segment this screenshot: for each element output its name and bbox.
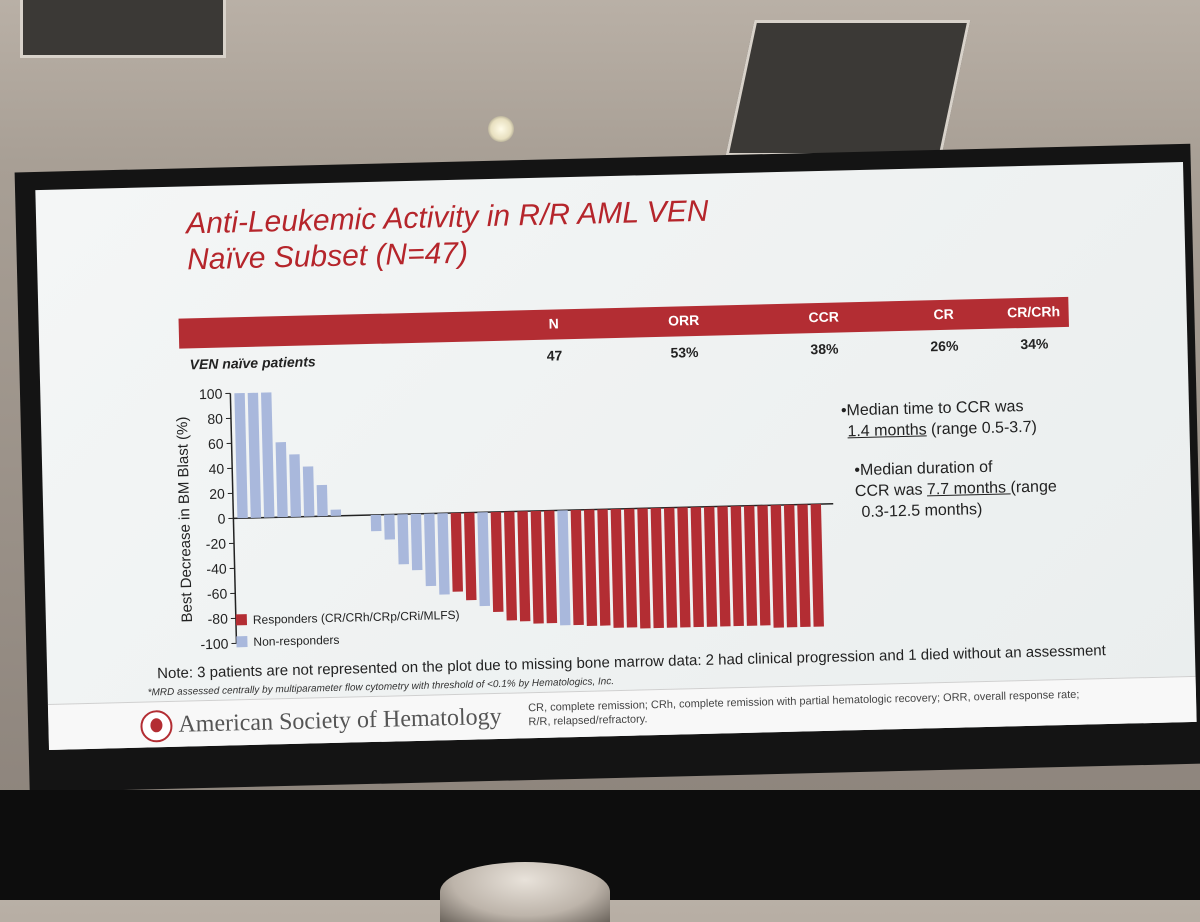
y-tick-label: -80 xyxy=(207,611,228,627)
y-tick-label: 100 xyxy=(199,386,223,403)
bar-responder xyxy=(797,504,810,627)
y-tick-label: -40 xyxy=(206,561,227,577)
ash-logo-icon xyxy=(140,710,173,743)
bar-responder xyxy=(744,506,757,626)
bar-responder xyxy=(651,508,664,628)
bar-responder xyxy=(637,508,650,628)
table-cell-orr: 53% xyxy=(639,343,729,361)
bar-non-responder xyxy=(557,510,570,625)
ceiling-light xyxy=(488,116,514,142)
bar-non-responder xyxy=(371,515,382,531)
table-header-ccr: CCR xyxy=(778,308,868,326)
bar-responder xyxy=(571,510,584,625)
bar-responder xyxy=(811,504,824,627)
table-header-orr: ORR xyxy=(639,311,729,329)
y-tick-label: -20 xyxy=(206,536,227,552)
slide: Anti-Leukemic Activity in R/R AML VEN Na… xyxy=(35,162,1196,750)
bar-responder xyxy=(544,511,557,624)
y-tick-label: 40 xyxy=(208,461,224,477)
bar-non-responder xyxy=(234,393,247,518)
bar-responder xyxy=(451,513,463,592)
y-tick-label: 0 xyxy=(217,511,225,527)
table-row-label: VEN naïve patients xyxy=(189,353,315,372)
bar-responder xyxy=(531,511,544,624)
table-cell-n: 47 xyxy=(509,346,599,364)
table-cell-crcrh: 34% xyxy=(989,335,1079,353)
bar-non-responder xyxy=(384,514,395,539)
slide-title: Anti-Leukemic Activity in R/R AML VEN Na… xyxy=(186,189,888,278)
bar-non-responder xyxy=(424,513,436,586)
bar-responder xyxy=(584,510,597,626)
y-tick-label: -100 xyxy=(200,636,229,653)
bar-responder xyxy=(677,507,690,627)
bar-non-responder xyxy=(317,485,328,516)
ceiling-vent-right xyxy=(726,20,971,156)
bar-non-responder xyxy=(477,512,490,606)
median-duration-suffix: (range xyxy=(1010,478,1057,496)
legend-swatch-nonresponder xyxy=(236,636,247,647)
bar-responder xyxy=(517,511,530,621)
bar-responder xyxy=(491,512,504,612)
bar-non-responder xyxy=(248,393,261,518)
bar-responder xyxy=(731,506,744,626)
median-duration-note: •Median duration of CCR was 7.7 months (… xyxy=(854,452,1185,523)
bar-responder xyxy=(784,505,797,628)
bar-non-responder xyxy=(397,514,409,564)
audience-head xyxy=(440,862,610,922)
bar-responder xyxy=(464,512,477,600)
ceiling-vent-left xyxy=(20,0,226,58)
bar-responder xyxy=(717,506,730,626)
bar-non-responder xyxy=(331,509,342,516)
bar-non-responder xyxy=(303,466,315,516)
abbreviations: CR, complete remission; CRh, complete re… xyxy=(528,686,1168,730)
bar-responder xyxy=(691,507,704,627)
ash-organization-name: American Society of Hematology xyxy=(178,704,502,739)
legend-swatch-responder xyxy=(236,614,247,625)
bar-non-responder xyxy=(276,442,288,517)
bar-responder xyxy=(664,508,677,628)
median-duration-mid: CCR was xyxy=(855,481,927,500)
bar-responder xyxy=(757,505,770,625)
y-tick-label: 80 xyxy=(207,411,223,427)
bar-non-responder xyxy=(437,513,449,594)
bar-non-responder xyxy=(411,514,423,570)
median-duration-value: 7.7 months xyxy=(927,479,1011,498)
y-tick-label: 60 xyxy=(208,436,224,452)
table-header-crcrh: CR/CRh xyxy=(988,303,1078,321)
bar-non-responder xyxy=(261,392,274,517)
table-cell-ccr: 38% xyxy=(779,340,869,358)
bar-responder xyxy=(597,509,610,625)
bar-responder xyxy=(611,509,624,628)
bar-responder xyxy=(771,505,784,628)
median-time-range: (range 0.5-3.7) xyxy=(926,419,1037,439)
legend-label-nonresponder: Non-responders xyxy=(253,633,339,649)
median-time-note: •Median time to CCR was 1.4 months (rang… xyxy=(841,392,1172,442)
y-axis-label: Best Decrease in BM Blast (%) xyxy=(174,416,196,622)
median-time-value: 1.4 months xyxy=(847,421,927,440)
bar-responder xyxy=(504,511,517,620)
bar-responder xyxy=(624,509,637,628)
bar-non-responder xyxy=(289,454,301,517)
y-tick-label: 20 xyxy=(209,486,225,502)
legend-nonresponders: Non-responders xyxy=(236,633,339,650)
table-cell-cr: 26% xyxy=(899,337,989,355)
y-tick-label: -60 xyxy=(207,586,228,602)
table-header-n: N xyxy=(509,314,599,332)
bar-responder xyxy=(704,507,717,627)
table-header-cr: CR xyxy=(898,305,988,323)
